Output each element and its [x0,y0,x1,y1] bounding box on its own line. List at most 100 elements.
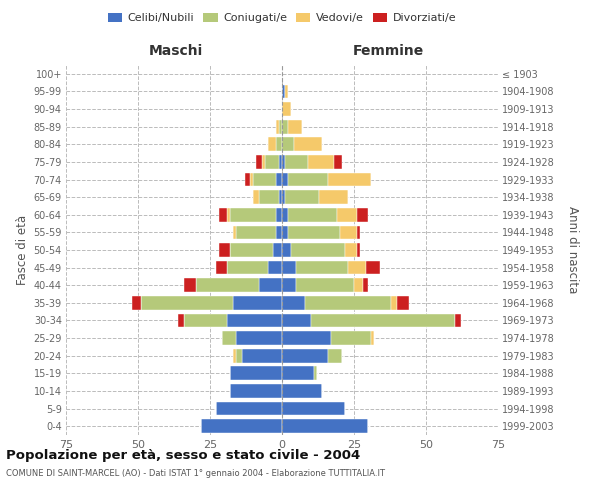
Bar [305,296,391,310]
Bar [334,155,343,169]
Bar [268,138,276,151]
Bar [236,226,276,239]
Bar [242,349,282,362]
Bar [371,331,374,345]
Bar [357,208,368,222]
Bar [337,208,357,222]
Bar [346,243,357,257]
Bar [282,208,288,222]
Bar [282,172,288,186]
Bar [259,190,279,204]
Text: Maschi: Maschi [148,44,203,58]
Bar [328,172,371,186]
Bar [282,366,314,380]
Bar [276,120,279,134]
Bar [268,260,282,274]
Bar [202,420,282,433]
Bar [354,278,362,292]
Bar [362,278,368,292]
Bar [282,138,293,151]
Bar [279,120,282,134]
Bar [279,155,282,169]
Bar [282,120,288,134]
Bar [227,260,268,274]
Text: Popolazione per età, sesso e stato civile - 2004: Popolazione per età, sesso e stato civil… [6,450,360,462]
Bar [250,172,253,186]
Bar [282,190,285,204]
Bar [227,208,230,222]
Bar [296,260,348,274]
Bar [288,208,337,222]
Bar [196,278,259,292]
Bar [314,366,317,380]
Bar [340,226,357,239]
Bar [184,314,227,328]
Bar [391,296,397,310]
Y-axis label: Anni di nascita: Anni di nascita [566,206,579,294]
Bar [348,260,365,274]
Text: COMUNE DI SAINT-MARCEL (AO) - Dati ISTAT 1° gennaio 2004 - Elaborazione TUTTITAL: COMUNE DI SAINT-MARCEL (AO) - Dati ISTAT… [6,468,385,477]
Bar [285,84,288,98]
Bar [216,402,282,415]
Bar [276,208,282,222]
Bar [253,190,259,204]
Bar [216,260,227,274]
Bar [282,349,328,362]
Bar [265,155,279,169]
Y-axis label: Fasce di età: Fasce di età [16,215,29,285]
Bar [233,296,282,310]
Bar [331,331,371,345]
Bar [184,278,196,292]
Bar [253,172,276,186]
Bar [230,208,276,222]
Bar [218,243,230,257]
Bar [357,243,360,257]
Bar [230,366,282,380]
Bar [288,120,302,134]
Bar [274,243,282,257]
Bar [285,190,319,204]
Bar [282,102,290,116]
Bar [262,155,265,169]
Bar [282,420,368,433]
Bar [282,84,285,98]
Bar [218,208,227,222]
Bar [276,172,282,186]
Bar [276,226,282,239]
Bar [328,349,343,362]
Bar [288,226,340,239]
Bar [282,296,305,310]
Bar [236,349,242,362]
Bar [285,155,308,169]
Bar [288,172,328,186]
Bar [308,155,334,169]
Bar [141,296,233,310]
Bar [233,349,236,362]
Bar [311,314,455,328]
Bar [132,296,141,310]
Bar [178,314,184,328]
Bar [221,331,236,345]
Legend: Celibi/Nubili, Coniugati/e, Vedovi/e, Divorziati/e: Celibi/Nubili, Coniugati/e, Vedovi/e, Di… [103,8,461,28]
Bar [293,138,322,151]
Bar [282,155,285,169]
Bar [282,314,311,328]
Bar [282,331,331,345]
Bar [282,402,346,415]
Bar [282,243,290,257]
Bar [233,226,236,239]
Bar [357,226,360,239]
Bar [365,260,380,274]
Bar [290,243,346,257]
Bar [236,331,282,345]
Bar [455,314,461,328]
Bar [296,278,354,292]
Bar [230,243,274,257]
Bar [245,172,250,186]
Bar [282,278,296,292]
Bar [319,190,348,204]
Text: Femmine: Femmine [353,44,424,58]
Bar [279,190,282,204]
Bar [227,314,282,328]
Bar [397,296,409,310]
